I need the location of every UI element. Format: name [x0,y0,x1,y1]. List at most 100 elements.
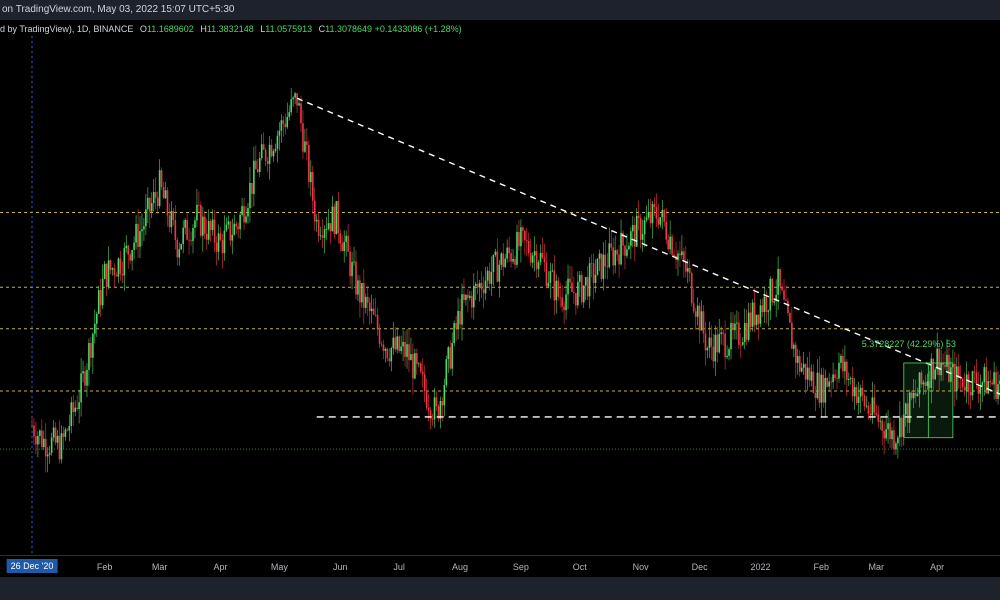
candle-body-423 [861,387,864,396]
candle-body-260 [541,252,544,258]
candle-body-203 [429,410,432,419]
candle-body-401 [818,372,821,403]
candle-body-53 [135,223,137,243]
candle-body-2 [35,436,37,445]
x-tick-13: Mar [868,562,885,572]
candle-body-464 [942,363,944,365]
candle-body-278 [577,281,579,306]
candle-body-382 [781,286,783,291]
candle-body-118 [262,144,265,150]
candle-body-252 [525,240,528,242]
candle-body-124 [274,148,277,152]
candle-body-225 [472,285,475,308]
candle-body-208 [439,400,442,419]
candle-body-288 [596,258,599,275]
price-chart[interactable] [0,36,1000,555]
candle-body-247 [516,231,518,265]
candle-body-279 [579,274,581,282]
candle-body-410 [836,377,838,379]
legend-high: 11.3832148 [206,24,254,34]
candle-body-376 [769,278,772,311]
candle-body-133 [292,97,294,100]
candle-body-7 [44,438,47,457]
candle-body-489 [991,382,993,385]
candle-body-211 [445,359,448,386]
candle-body-485 [983,367,986,383]
candle-body-428 [871,397,874,416]
candle-body-112 [251,182,253,194]
candle-body-255 [531,255,534,263]
candle-body-94 [215,242,218,252]
candle-body-379 [775,294,777,302]
candle-body-416 [848,378,850,380]
candle-body-69 [166,190,169,216]
candle-body-309 [637,215,640,219]
candle-body-456 [926,381,929,386]
candle-body-98 [223,230,226,254]
candle-body-189 [402,341,404,347]
x-tick-3: May [270,562,288,572]
candle-body-44 [117,258,120,277]
candle-body-450 [914,392,917,397]
candle-body-31 [92,333,94,358]
candle-body-256 [533,251,536,256]
legend-open-label: O [139,24,147,34]
candle-body-192 [408,344,410,361]
candle-body-363 [743,322,746,343]
candle-body-235 [492,254,495,273]
candle-body-79 [186,219,188,240]
x-tick-10: Dec [691,562,708,572]
candle-body-45 [119,258,122,274]
candle-body-427 [869,413,872,416]
candle-body-357 [732,322,734,331]
candle-body-455 [924,382,927,386]
candle-body-339 [696,305,699,317]
candle-body-216 [455,323,457,329]
candle-body-293 [606,266,609,268]
candle-body-202 [427,407,430,411]
candle-body-194 [412,354,414,379]
candle-body-29 [88,342,90,370]
candle-body-50 [129,254,131,261]
candle-body-425 [865,405,868,407]
header-bar: on TradingView.com, May 03, 2022 15:07 U… [0,0,1000,20]
candle-body-232 [486,270,489,281]
candle-body-120 [266,160,269,164]
candle-body-302 [624,245,626,256]
candle-body-475 [963,387,966,391]
candle-body-55 [139,231,141,247]
candle-body-164 [353,261,355,263]
candle-body-4 [39,430,41,436]
candle-body-369 [755,314,758,326]
candle-body-32 [94,323,96,334]
candle-body-224 [471,295,473,308]
measure-label: 5.3728227 (42.29%) 53 [861,338,956,349]
candle-body-460 [934,369,937,380]
candle-body-122 [270,144,273,157]
candle-body-389 [794,344,797,363]
candle-body-213 [449,347,452,369]
candle-body-347 [712,346,715,362]
candle-body-282 [584,277,587,286]
legend-low-label: L [260,24,266,34]
candle-body-9 [48,452,51,455]
candle-body-215 [453,323,455,344]
candle-body-184 [392,337,395,349]
candle-body-273 [567,278,569,295]
candle-body-132 [290,99,292,113]
candle-body-435 [885,429,887,439]
time-axis[interactable]: 26 Dec '20 Feb Mar Apr May Jun Jul Aug Sep Oct No… [0,555,1000,578]
candle-body-172 [368,302,371,312]
candle-body-81 [190,240,192,242]
candle-body-230 [482,289,485,294]
candle-body-182 [388,358,391,362]
candle-body-200 [423,374,426,391]
candle-body-269 [559,296,561,298]
candle-body-286 [592,263,595,283]
candle-body-313 [645,217,648,221]
candle-body-478 [969,391,972,396]
candle-body-408 [832,374,834,383]
candle-body-483 [979,386,982,394]
candle-body-180 [384,348,387,351]
candle-body-34 [97,290,100,314]
